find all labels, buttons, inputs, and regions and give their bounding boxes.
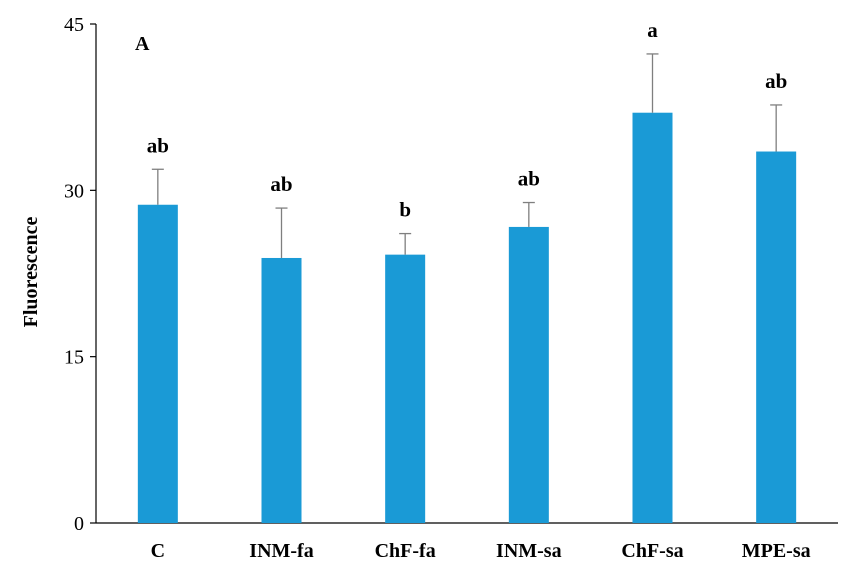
y-tick-label: 45	[64, 14, 84, 36]
significance-label: ab	[518, 167, 540, 191]
significance-label: ab	[765, 69, 787, 93]
x-tick-label: ChF-fa	[375, 540, 436, 562]
bar	[632, 112, 673, 523]
y-tick-label: 0	[74, 513, 84, 535]
y-tick-label: 15	[64, 347, 84, 369]
bar	[385, 254, 426, 523]
bar	[261, 257, 302, 523]
bar	[137, 204, 178, 523]
significance-label: ab	[270, 172, 292, 196]
y-tick-label: 30	[64, 180, 84, 202]
significance-label: a	[647, 18, 658, 42]
x-tick-label: ChF-sa	[621, 540, 683, 562]
bar	[756, 151, 797, 523]
bars	[137, 53, 797, 523]
significance-label: ab	[147, 133, 169, 157]
significance-label: b	[399, 198, 411, 222]
x-tick-label: INM-fa	[249, 540, 313, 562]
y-axis-label: Fluorescence	[20, 217, 42, 328]
x-tick-label: MPE-sa	[742, 540, 811, 562]
x-tick-label: INM-sa	[496, 540, 562, 562]
x-tick-label: C	[151, 540, 165, 562]
labels: ab Cab INM-fa b ChF-fa ab INM-sa a ChF-sa ab MPE-s…	[147, 18, 811, 562]
bar	[508, 226, 549, 523]
panel-label: A	[135, 33, 150, 55]
axes: 0 15 30 45	[64, 14, 838, 535]
